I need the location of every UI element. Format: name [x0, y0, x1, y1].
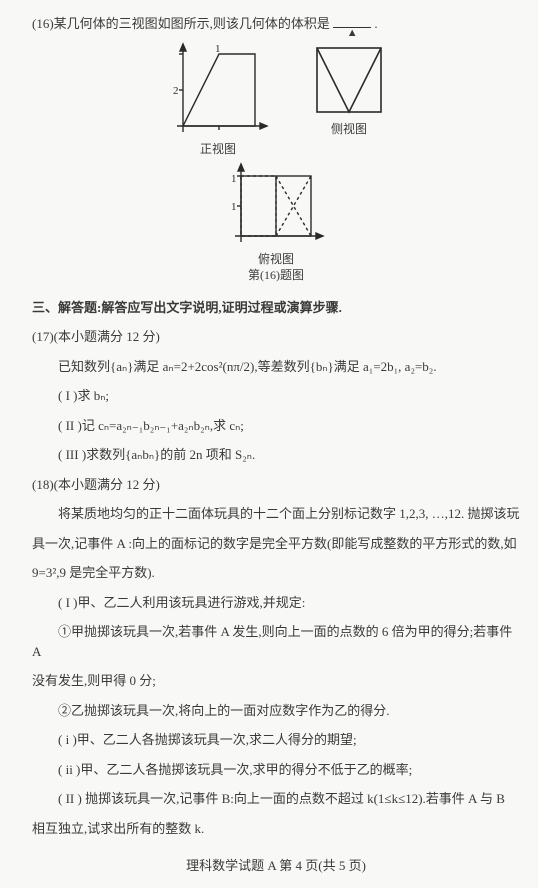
- svg-text:1: 1: [215, 43, 221, 55]
- q17-head: (17)(本小题满分 12 分): [32, 327, 520, 347]
- q18-r2: ②乙抛掷该玩具一次,将向上的一面对应数字作为乙的得分.: [32, 701, 520, 721]
- section-3-title: 三、解答题:解答应写出文字说明,证明过程或演算步骤.: [32, 298, 520, 318]
- front-view-col: 2 1 正视图: [165, 42, 271, 158]
- q18-l3: 9=3²,9 是完全平方数).: [32, 563, 520, 583]
- q16-period: .: [374, 16, 377, 31]
- page-footer: 理科数学试题 A 第 4 页(共 5 页): [32, 856, 520, 876]
- q18-r1a: ①甲抛掷该玩具一次,若事件 A 发生,则向上一面的点数的 6 倍为甲的得分;若事…: [32, 622, 520, 661]
- fig-caption: 第(16)题图: [32, 266, 520, 284]
- figures-top-row: 2 1 正视图 侧视图: [32, 42, 520, 158]
- top-view-row: 1 1 俯视图: [32, 162, 520, 268]
- front-view-svg: 2 1: [165, 42, 271, 138]
- svg-text:1: 1: [231, 201, 237, 213]
- q18-head: (18)(本小题满分 12 分): [32, 475, 520, 495]
- svg-text:1: 1: [231, 173, 237, 185]
- side-view-col: 侧视图: [311, 42, 387, 158]
- q17-p1: ( I )求 bₙ;: [32, 386, 520, 406]
- side-view-svg: [311, 42, 387, 118]
- svg-text:2: 2: [173, 85, 179, 97]
- top-view-svg: 1 1: [223, 162, 329, 248]
- q18-s1: ( i )甲、乙二人各抛掷该玩具一次,求二人得分的期望;: [32, 730, 520, 750]
- q18-s2: ( ii )甲、乙二人各抛掷该玩具一次,求甲的得分不低于乙的概率;: [32, 760, 520, 780]
- top-view-col: 1 1 俯视图: [223, 162, 329, 268]
- q17-p2: ( II )记 cₙ=a₂ₙ₋₁b₂ₙ₋₁+a₂ₙb₂ₙ,求 cₙ;: [32, 416, 520, 436]
- q18-p2a: ( II ) 抛掷该玩具一次,记事件 B:向上一面的点数不超过 k(1≤k≤12…: [32, 789, 520, 809]
- q18-l1: 将某质地均匀的正十二面体玩具的十二个面上分别标记数字 1,2,3, …,12. …: [32, 504, 520, 524]
- front-view-label: 正视图: [200, 140, 236, 158]
- q16-stem: (16)某几何体的三视图如图所示,则该几何体的体积是: [32, 16, 330, 31]
- q17-p3: ( III )求数列{aₙbₙ}的前 2n 项和 S₂ₙ.: [32, 445, 520, 465]
- q18-p2b: 相互独立,试求出所有的整数 k.: [32, 819, 520, 839]
- side-view-label: 侧视图: [331, 120, 367, 138]
- q16-text: (16)某几何体的三视图如图所示,则该几何体的体积是 .: [32, 14, 520, 34]
- top-view-label: 俯视图: [258, 250, 294, 268]
- answer-blank: [333, 27, 371, 28]
- q18-p1head: ( I )甲、乙二人利用该玩具进行游戏,并规定:: [32, 593, 520, 613]
- q18-r1b: 没有发生,则甲得 0 分;: [32, 671, 520, 691]
- q17-given: 已知数列{aₙ}满足 aₙ=2+2cos²(nπ/2),等差数列{bₙ}满足 a…: [32, 357, 520, 377]
- q18-l2: 具一次,记事件 A :向上的面标记的数字是完全平方数(即能写成整数的平方形式的数…: [32, 534, 520, 554]
